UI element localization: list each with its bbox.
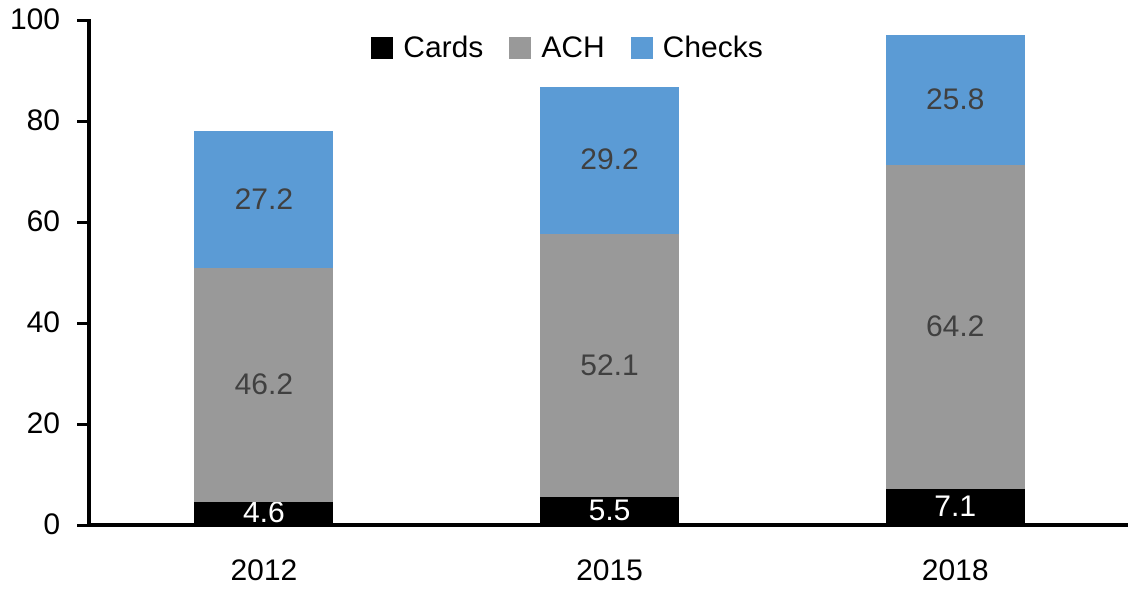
x-axis-category-label: 2018 — [921, 554, 989, 587]
bar-segment-value-label: 7.1 — [934, 490, 977, 524]
x-axis-category-label: 2015 — [576, 554, 643, 587]
bar-segment-value-label: 25.8 — [925, 82, 985, 116]
legend-swatch-cards — [371, 37, 394, 59]
bar-segment-ach: 46.2 — [194, 268, 334, 502]
y-axis-tick — [77, 220, 87, 224]
x-axis-line — [87, 523, 1128, 527]
y-axis-tick-label: 40 — [26, 306, 60, 339]
chart-legend: Cards ACH Checks — [0, 33, 1134, 63]
y-axis-line — [87, 19, 91, 527]
y-axis-tick-label: 100 — [9, 3, 60, 36]
legend-item-ach: ACH — [509, 31, 605, 64]
y-axis-tick-label: 20 — [26, 407, 60, 440]
bar-segment-cards: 4.6 — [194, 498, 334, 528]
bar-segment-checks: 27.2 — [194, 131, 334, 269]
legend-item-cards: Cards — [371, 33, 483, 63]
y-axis-tick — [77, 321, 87, 325]
y-axis-tick — [77, 523, 87, 527]
bar-segment-value-label: 64.2 — [925, 310, 985, 344]
legend-swatch-checks — [630, 37, 653, 59]
bar-segment-checks: 29.2 — [540, 86, 679, 235]
y-axis-tick — [77, 119, 87, 123]
legend-label: ACH — [541, 31, 605, 64]
bar-segment-value-label: 52.1 — [580, 348, 639, 382]
legend-swatch-ach — [509, 37, 532, 59]
x-axis-category-label: 2012 — [230, 554, 298, 587]
bar-segment-ach: 64.2 — [885, 164, 1025, 490]
legend-label: Checks — [662, 31, 763, 64]
bar-segment-checks: 25.8 — [885, 34, 1025, 165]
legend-label: Cards — [403, 31, 484, 64]
legend-item-checks: Checks — [630, 31, 763, 64]
y-axis-tick-label: 60 — [26, 205, 60, 238]
bar-segment-value-label: 27.2 — [234, 182, 294, 216]
bar-segment-cards: 5.5 — [540, 494, 679, 528]
bar-segment-value-label: 46.2 — [234, 368, 294, 402]
y-axis-tick — [77, 18, 87, 22]
y-axis-tick — [77, 422, 87, 426]
bar-segment-value-label: 4.6 — [242, 496, 285, 530]
y-axis-tick-label: 80 — [26, 104, 60, 137]
bar-segment-cards: 7.1 — [885, 489, 1025, 525]
y-axis-tick-label: 0 — [43, 508, 60, 541]
bar-segment-value-label: 5.5 — [588, 494, 631, 528]
bar-segment-value-label: 29.2 — [580, 143, 639, 177]
bar-segment-ach: 52.1 — [540, 234, 679, 498]
